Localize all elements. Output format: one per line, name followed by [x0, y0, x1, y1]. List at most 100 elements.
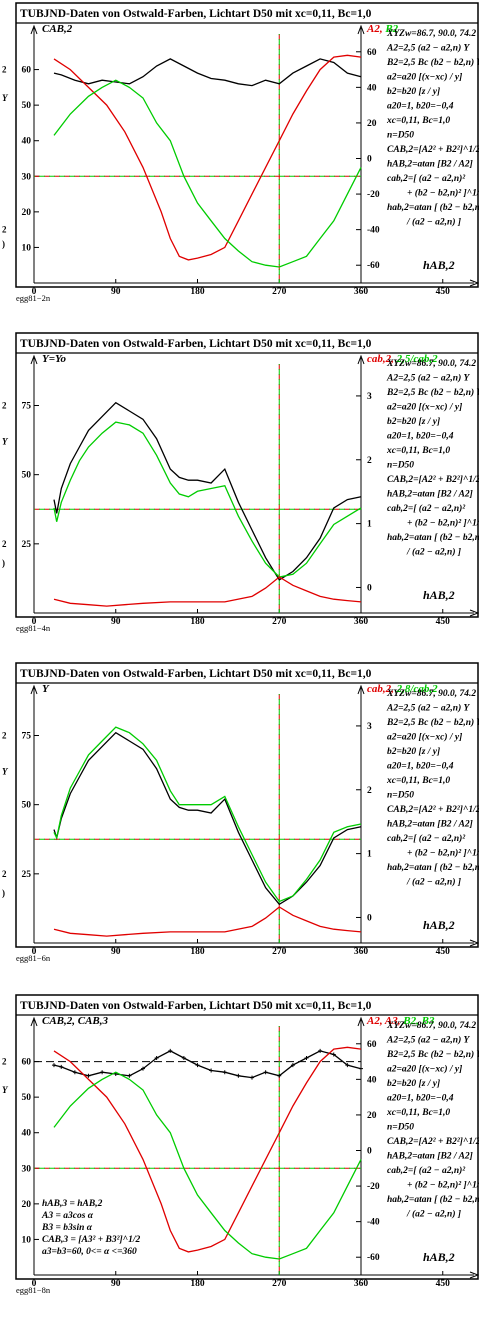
y-tick-label-right: 0 [367, 913, 372, 923]
x-tick-label: 270 [272, 947, 287, 957]
x-tick-label: 90 [111, 947, 121, 957]
panel-frame [15, 2, 479, 288]
left-edge-label: 2 [2, 225, 7, 235]
chart-panel-3: TUBJND-Daten von Ostwald-Farben, Lichtar… [2, 662, 479, 963]
x-axis-arrow [469, 939, 479, 947]
series-line-red [53, 54, 362, 261]
y-tick-label-left: 10 [22, 1235, 32, 1245]
left-edge-label: Y [2, 436, 9, 446]
y-tick-label-left: 30 [22, 1164, 32, 1174]
series-line-red [53, 576, 362, 607]
formula-line: XYZw=86.7, 90.0, 74.2 [386, 689, 476, 699]
formula-line: / (a2 − a2,n) ] [406, 877, 461, 888]
left-edge-label: Y [2, 766, 9, 776]
formula-line: b2=b20 [z / y] [387, 417, 440, 427]
series-marker [59, 1064, 64, 1069]
x-tick-label: 90 [111, 617, 121, 627]
formula-line: / (a2 − a2,n) ] [406, 1209, 461, 1220]
y-tick-label-left: 20 [22, 1200, 32, 1210]
y-tick-label-left: 50 [22, 471, 32, 481]
x-tick-label: 0 [32, 947, 37, 957]
y-tick-label-left: 25 [22, 870, 32, 880]
left-edge-label: 2 [2, 1057, 7, 1067]
formula-line: hAB,2=atan [B2 / A2] [387, 160, 473, 170]
formula-line: a2=a20 [(x−xc) / y] [387, 402, 462, 413]
x-tick-label: 90 [111, 1279, 121, 1289]
chart-panel-4: TUBJND-Daten von Ostwald-Farben, Lichtar… [2, 994, 479, 1295]
formula-line: + (b2 − b2,n)² ]^1/2 [407, 188, 479, 199]
formula-line: CAB,2=[A2² + B2²]^1/2 [387, 1137, 479, 1147]
formula-line: hab,2=atan [ (b2 − b2,n) [387, 202, 479, 213]
left-edge-label: 2 [2, 539, 7, 549]
y-tick-label-left: 60 [22, 1058, 32, 1068]
series-marker [290, 1063, 295, 1068]
series-marker [331, 1052, 336, 1057]
series-marker [195, 1063, 200, 1068]
series-marker [236, 1073, 241, 1078]
formula-line: XYZw=86.7, 90.0, 74.2 [386, 29, 476, 39]
x-tick-label: 450 [436, 287, 451, 297]
y-tick-label-right: 40 [367, 1075, 377, 1085]
y-axis-label-left: CAB,2, CAB,3 [42, 1015, 109, 1027]
left-axis-arrow [30, 1016, 38, 1027]
y-tick-label-right: 40 [367, 83, 377, 93]
formula-line: b2=b20 [z / y] [387, 87, 440, 97]
x-tick-label: 360 [354, 287, 369, 297]
formula-line: A2=2,5 (a2 − a2,n) Y [386, 43, 470, 54]
x-tick-label: 270 [272, 1279, 287, 1289]
y-tick-label-left: 50 [22, 101, 32, 111]
series-marker [100, 1070, 105, 1075]
series-marker [141, 1066, 145, 1071]
y-tick-label-left: 20 [22, 208, 32, 218]
y-tick-label-right: 1 [367, 520, 372, 530]
left-axis-arrow [30, 684, 38, 695]
formula-line: n=D50 [387, 1123, 414, 1133]
y-tick-label-right: -40 [367, 1218, 380, 1228]
series-line-green [53, 79, 362, 268]
formula-line: hab,2=atan [ (b2 − b2,n) [387, 1194, 479, 1205]
formula-line: A2=2,5 (a2 − a2,n) Y [386, 1035, 470, 1046]
y-axis-label-right: A2, B2 [366, 23, 399, 35]
left-axis-arrow [30, 354, 38, 365]
formula-line: a2=a20 [(x−xc) / y] [387, 732, 462, 743]
left-axis-arrow [30, 24, 38, 35]
x-axis-arrow [469, 609, 479, 617]
series-marker [304, 1056, 309, 1061]
x-axis-label: hAB,2 [423, 1250, 455, 1264]
formula-line: B2=2,5 Bc (b2 − b2,n) Y [386, 1049, 479, 1060]
formula-line: a2=a20 [(x−xc) / y] [387, 72, 462, 83]
formula-line: xc=0,11, Bc=1,0 [386, 116, 450, 126]
x-tick-label: 450 [436, 1279, 451, 1289]
x-tick-label: 180 [190, 1279, 205, 1289]
formula-line: A2=2,5 (a2 − a2,n) Y [386, 703, 470, 714]
formula-line: n=D50 [387, 791, 414, 801]
formula-line: b2=b20 [z / y] [387, 1079, 440, 1089]
formula-line: CAB,2=[A2² + B2²]^1/2 [387, 145, 479, 155]
figure-footer: egg81−2n [16, 293, 51, 303]
y-axis-label-right: cab,2, 2,5/cab,2 [367, 353, 438, 365]
y-tick-label-right: 2 [367, 786, 372, 796]
series-marker [263, 1070, 268, 1075]
chart-title: TUBJND-Daten von Ostwald-Farben, Lichtar… [20, 1000, 372, 1012]
left-edge-label: 2 [2, 65, 7, 75]
x-tick-label: 360 [354, 947, 369, 957]
left-edge-label: Y [2, 1085, 9, 1095]
series-line-black [53, 401, 362, 581]
y-axis-label-left: Y=Yo [42, 353, 66, 365]
formula-line: n=D50 [387, 461, 414, 471]
series-line-black [53, 1050, 362, 1079]
right-axis-arrow [357, 24, 365, 35]
y-tick-label-right: -60 [367, 261, 380, 271]
series-marker [277, 1073, 282, 1078]
note-line: CAB,3 = [A3² + B3²]^1/2 [42, 1235, 140, 1245]
note-line: a3=b3=60, 0<= α <=360 [42, 1247, 137, 1257]
formula-line: B2=2,5 Bc (b2 − b2,n) Y [386, 717, 479, 728]
formula-line: cab,2=[ (a2 − a2,n)² [387, 1165, 466, 1176]
formula-line: xc=0,11, Bc=1,0 [386, 1108, 450, 1118]
formula-line: a20=1, b20=−0,4 [387, 762, 454, 772]
series-line-red [53, 906, 362, 937]
y-axis-label-left: Y [42, 683, 50, 695]
x-tick-label: 270 [272, 287, 287, 297]
left-edge-label: 2 [2, 731, 7, 741]
formula-line: n=D50 [387, 131, 414, 141]
